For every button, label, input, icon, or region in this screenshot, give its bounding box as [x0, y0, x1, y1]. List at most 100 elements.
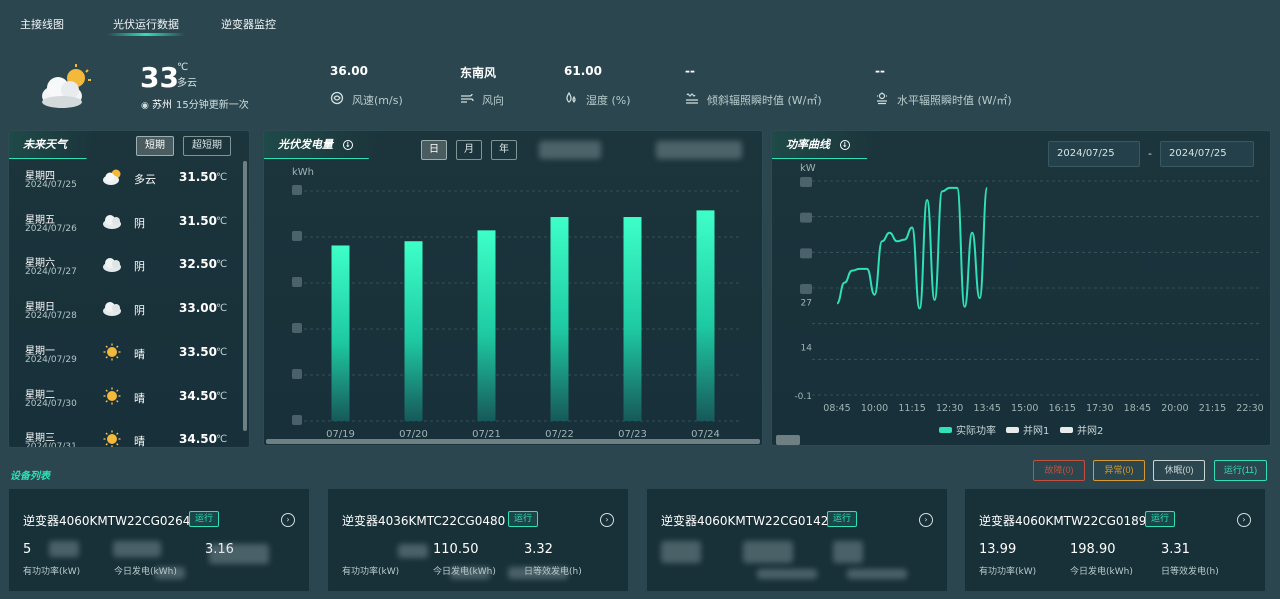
device-name: 逆变器4036KMTC22CG0480	[342, 514, 506, 528]
status-filter-button[interactable]: 休眠(0)	[1153, 460, 1205, 481]
chevron-right-icon[interactable]: ›	[281, 513, 295, 527]
generation-title: 光伏发电量 ↓	[264, 131, 383, 159]
tab-pv-data[interactable]: 光伏运行数据	[107, 18, 185, 36]
power-scrollbar-left[interactable]	[776, 435, 800, 445]
forecast-scrollbar[interactable]	[243, 161, 247, 431]
bar[interactable]	[623, 217, 642, 421]
redacted-y-tick	[292, 369, 302, 379]
tilt-irradiance-value: --	[685, 64, 695, 78]
redacted-filter	[539, 141, 601, 159]
status-filter-button[interactable]: 故障(0)	[1033, 460, 1085, 481]
forecast-row: 星期日 2024/07/28 阴 33.00 ℃	[9, 295, 249, 339]
forecast-weekday: 星期一	[25, 345, 55, 357]
wind-speed-value: 36.00	[330, 64, 368, 78]
forecast-row: 星期二 2024/07/30 晴 34.50 ℃	[9, 383, 249, 427]
status-badge: 运行	[1145, 511, 1176, 527]
forecast-date: 2024/07/28	[25, 311, 77, 322]
tilt-irradiance-label: 倾斜辐照瞬时值 (W/㎡)	[707, 94, 822, 107]
device-card[interactable]: 逆变器4060KMTW22CG0189 运行 › 13.99 198.90 3.31 有功功…	[964, 488, 1266, 592]
chevron-right-icon[interactable]: ›	[1237, 513, 1251, 527]
device-card[interactable]: 逆变器4060KMTW22CG0142 运行 ›	[646, 488, 948, 592]
forecast-condition: 阴	[134, 304, 145, 318]
bar[interactable]	[331, 245, 350, 421]
date-to-input[interactable]: 2024/07/25	[1160, 141, 1254, 167]
ultra-short-term-button[interactable]: 超短期	[183, 136, 231, 156]
x-tick-label: 07/20	[399, 429, 428, 440]
location-pin-icon: ◉	[141, 101, 149, 111]
generation-scrollbar[interactable]	[266, 439, 760, 444]
legend-label[interactable]: 并网2	[1077, 424, 1103, 437]
humidity-value: 61.00	[564, 64, 602, 78]
x-tick-label: 20:00	[1161, 403, 1188, 414]
device-metric-label: 今日发电(kWh)	[114, 567, 177, 577]
status-filter-button[interactable]: 运行(11)	[1214, 460, 1267, 481]
tab-main-wiring[interactable]: 主接线图	[20, 18, 64, 31]
series-line-actual-power[interactable]	[836, 186, 989, 310]
x-tick-label: 07/19	[326, 429, 355, 440]
forecast-date: 2024/07/27	[25, 267, 77, 278]
forecast-date: 2024/07/26	[25, 223, 77, 234]
legend-swatch[interactable]	[939, 427, 952, 433]
device-card[interactable]: 逆变器4036KMTC22CG0480 运行 › 110.50 3.32 有功功率(kW)…	[327, 488, 629, 592]
forecast-condition: 阴	[134, 216, 145, 230]
x-tick-label: 22:30	[1236, 403, 1263, 414]
forecast-temperature: 34.50	[179, 388, 217, 403]
tab-inverter-monitor[interactable]: 逆变器监控	[221, 18, 276, 31]
device-name: 逆变器4060KMTW22CG0189	[979, 514, 1147, 528]
date-separator: -	[1148, 147, 1152, 160]
generation-panel: 光伏发电量 ↓ 日 月 年 kWh 07/19 07/20 07/21 07/22 07/…	[263, 130, 763, 446]
x-tick-label: 15:00	[1011, 403, 1038, 414]
download-icon[interactable]: ↓	[839, 140, 850, 150]
redacted-y-tick	[292, 185, 302, 195]
bar[interactable]	[550, 217, 569, 421]
status-filter-button[interactable]: 异常(0)	[1093, 460, 1145, 481]
legend-swatch[interactable]	[1006, 427, 1019, 433]
forecast-temperature-unit: ℃	[216, 172, 228, 183]
redacted-value	[757, 569, 817, 579]
horizontal-irradiance-icon	[877, 92, 887, 105]
chevron-right-icon[interactable]: ›	[919, 513, 933, 527]
redacted-value	[508, 567, 568, 579]
cloudy-icon	[103, 302, 121, 317]
forecast-list[interactable]: 星期四 2024/07/25 多云 31.50 ℃ 星期五 2024/07/26 阴 31.50…	[9, 164, 249, 447]
download-icon[interactable]: ↓	[342, 140, 353, 150]
device-card[interactable]: 逆变器4060KMTW22CG0264 运行 › 5 3.16 有功功率(kW) 今日发电(…	[8, 488, 310, 592]
y-axis-unit: kWh	[292, 167, 314, 178]
generation-title-text: 光伏发电量	[278, 138, 333, 151]
status-badge: 运行	[827, 511, 858, 527]
bar[interactable]	[404, 241, 423, 421]
device-metric-value: 198.90	[1070, 542, 1116, 557]
forecast-weekday: 星期二	[25, 389, 55, 401]
wind-speed-label: 风速(m/s)	[352, 94, 403, 107]
x-tick-label: 08:45	[823, 403, 850, 414]
redacted-value	[49, 541, 79, 557]
status-badge: 运行	[189, 511, 220, 527]
generation-bar-chart: kWh 07/19 07/20 07/21 07/22 07/23 07/24	[292, 167, 742, 440]
period-day-button[interactable]: 日	[421, 140, 447, 160]
redacted-y-tick	[800, 177, 812, 187]
x-tick-label: 07/22	[545, 429, 574, 440]
forecast-temperature: 33.00	[179, 301, 217, 316]
chevron-right-icon[interactable]: ›	[600, 513, 614, 527]
forecast-condition: 阴	[134, 260, 145, 274]
x-tick-label: 07/24	[691, 429, 720, 440]
period-year-button[interactable]: 年	[491, 140, 517, 160]
bar[interactable]	[477, 230, 496, 421]
forecast-row: 星期四 2024/07/25 多云 31.50 ℃	[9, 164, 249, 208]
temperature-unit: ℃	[177, 62, 189, 73]
legend-label[interactable]: 并网1	[1023, 424, 1049, 437]
legend-swatch[interactable]	[1060, 427, 1073, 433]
forecast-condition: 晴	[134, 391, 145, 405]
legend-label[interactable]: 实际功率	[956, 424, 996, 437]
current-condition: 多云	[177, 78, 197, 89]
short-term-button[interactable]: 短期	[136, 136, 174, 156]
redacted-y-tick	[292, 231, 302, 241]
bar[interactable]	[696, 210, 715, 421]
redacted-value	[450, 567, 490, 579]
forecast-temperature-unit: ℃	[216, 346, 228, 358]
device-metric-label: 有功功率(kW)	[23, 567, 81, 577]
city-name: 苏州	[152, 100, 173, 111]
date-from-input[interactable]: 2024/07/25	[1048, 141, 1140, 167]
forecast-temperature-unit: ℃	[216, 303, 228, 315]
period-month-button[interactable]: 月	[456, 140, 482, 160]
